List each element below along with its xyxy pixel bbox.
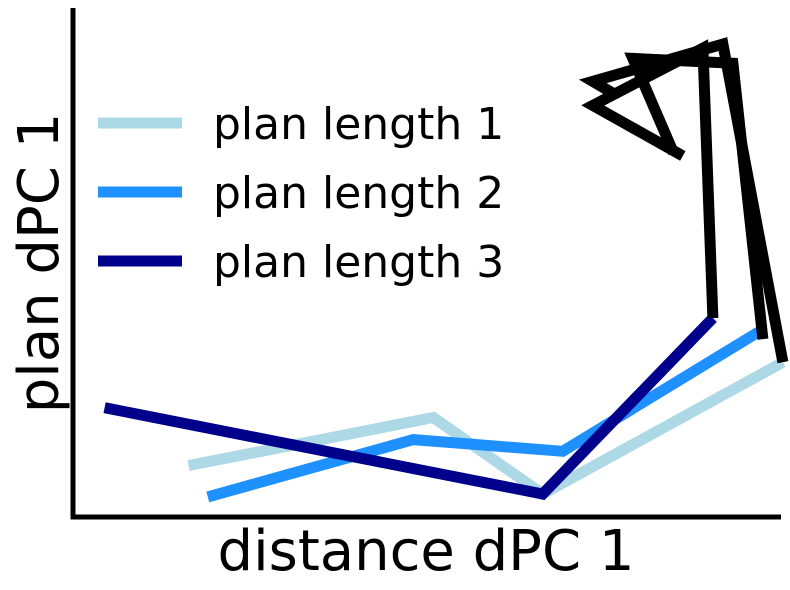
- series-line-1: [187, 357, 786, 501]
- series-layer: [103, 37, 789, 503]
- y-axis-label: plan dPC 1: [7, 113, 72, 414]
- legend-label-1: plan length 1: [213, 99, 504, 150]
- series-line-6: [624, 52, 769, 340]
- series-line-4: [581, 39, 719, 319]
- legend-label-3: plan length 3: [213, 237, 504, 288]
- series-line-2: [206, 324, 766, 503]
- x-axis-label: distance dPC 1: [218, 519, 635, 584]
- legend: plan length 1 plan length 2 plan length 3: [98, 99, 504, 288]
- series-line-3: [103, 314, 717, 500]
- legend-label-2: plan length 2: [213, 168, 504, 219]
